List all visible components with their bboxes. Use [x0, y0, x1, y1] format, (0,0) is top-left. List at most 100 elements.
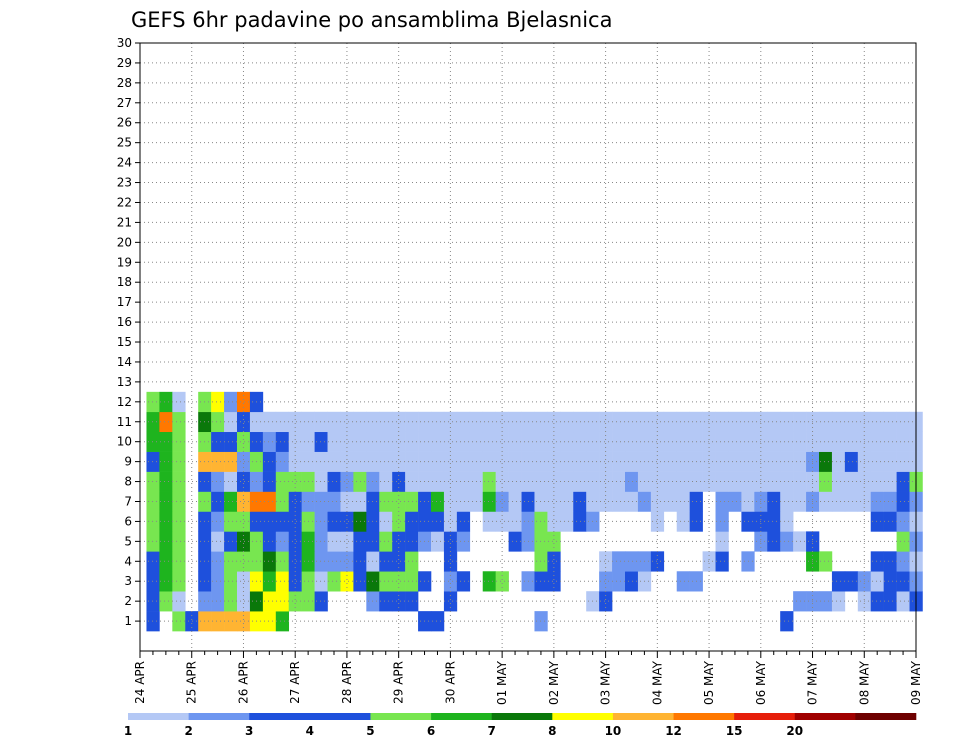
heatmap-cell: [547, 451, 561, 472]
heatmap-cell: [392, 491, 406, 512]
heatmap-cell: [379, 411, 393, 433]
heatmap-cell: [159, 591, 173, 612]
heatmap-cell: [275, 571, 290, 592]
heatmap-cell: [340, 571, 354, 592]
x-tick-label: 26 APR: [236, 661, 250, 704]
heatmap-cell: [560, 431, 574, 452]
heatmap-cell: [443, 551, 458, 572]
heatmap-cell: [870, 591, 884, 612]
colorbar-tick-label: 7: [488, 724, 496, 738]
heatmap-cell: [819, 471, 833, 492]
heatmap-cell: [224, 431, 238, 452]
heatmap-cell: [715, 431, 729, 452]
heatmap-cell: [625, 491, 639, 512]
heatmap-cell: [676, 451, 690, 472]
heatmap-cell: [508, 431, 522, 452]
heatmap-cell: [883, 451, 897, 472]
heatmap-cell: [534, 431, 548, 452]
heatmap-cell: [534, 491, 548, 512]
heatmap-cell: [650, 551, 665, 572]
heatmap-cell: [612, 551, 626, 572]
x-tick-label: 09 MAY: [909, 660, 923, 705]
x-tick-label: 04 MAY: [650, 660, 664, 705]
heatmap-cell: [327, 571, 341, 592]
heatmap-cell: [379, 571, 393, 592]
heatmap-cell: [482, 491, 496, 512]
heatmap-cell: [327, 491, 341, 512]
heatmap-cell: [159, 431, 173, 452]
heatmap-cell: [262, 571, 277, 592]
heatmap-cell: [883, 591, 897, 612]
colorbar-tick-label: 6: [427, 724, 435, 738]
heatmap-cell: [340, 471, 354, 492]
heatmap-cell: [456, 411, 471, 433]
heatmap-cell: [650, 511, 665, 532]
heatmap-cell: [870, 571, 884, 592]
heatmap-cell: [573, 451, 587, 472]
heatmap-cell: [599, 491, 613, 512]
heatmap-cell: [340, 531, 354, 552]
heatmap-cell: [405, 471, 419, 492]
y-tick-label: 19: [117, 255, 132, 269]
heatmap-cell: [831, 431, 846, 452]
y-tick-label: 17: [117, 295, 132, 309]
heatmap-cell: [547, 411, 561, 433]
heatmap-cell: [793, 431, 807, 452]
colorbar-swatch: [370, 713, 432, 720]
heatmap-cell: [819, 431, 833, 452]
y-tick-label: 21: [117, 215, 132, 229]
heatmap-cell: [534, 471, 548, 492]
x-tick-label: 06 MAY: [754, 660, 768, 705]
y-tick-label: 12: [117, 395, 132, 409]
heatmap-cell: [560, 471, 574, 492]
heatmap-cell: [211, 591, 225, 612]
heatmap-cell: [547, 471, 561, 492]
heatmap-cell: [676, 571, 690, 592]
heatmap-cell: [314, 471, 328, 492]
colorbar-legend: 1 2 3 4 5 6 7 8 10 12 15 20: [124, 713, 917, 738]
heatmap-cell: [327, 451, 341, 472]
colorbar-swatch: [188, 713, 250, 720]
heatmap-cell: [443, 471, 458, 492]
heatmap-cell: [288, 531, 302, 552]
colorbar-swatch: [612, 713, 674, 720]
heatmap-cell: [211, 431, 225, 452]
y-tick-label: 23: [117, 176, 132, 190]
heatmap-cell: [780, 491, 794, 512]
heatmap-cell: [172, 471, 186, 492]
heatmap-cell: [573, 431, 587, 452]
heatmap-cell: [599, 431, 613, 452]
heatmap-cell: [146, 491, 160, 512]
heatmap-cell: [625, 451, 639, 472]
heatmap-cell: [172, 511, 186, 532]
x-axis: 24 APR 25 APR 26 APR 27 APR 28 APR 29 APR 30 A…: [133, 651, 923, 705]
heatmap-cell: [211, 531, 225, 552]
heatmap-cell: [327, 551, 341, 572]
heatmap-cell: [211, 451, 225, 472]
heatmap-cell: [780, 451, 794, 472]
heatmap-cell: [780, 471, 794, 492]
heatmap-cell: [625, 431, 639, 452]
heatmap-cell: [443, 411, 458, 433]
heatmap-cell: [870, 511, 884, 532]
heatmap-cell: [405, 551, 419, 572]
heatmap-cell: [896, 491, 910, 512]
colorbar-tick-label: 8: [548, 724, 556, 738]
heatmap-cell: [819, 411, 833, 433]
heatmap-cell: [146, 471, 160, 492]
heatmap-cell: [314, 531, 328, 552]
heatmap-cell: [676, 431, 690, 452]
heatmap-cell: [534, 531, 548, 552]
y-tick-label: 3: [124, 574, 132, 588]
heatmap-cell: [237, 531, 251, 552]
heatmap-cell: [819, 591, 833, 612]
heatmap-cell: [185, 611, 199, 632]
heatmap-cell: [534, 571, 548, 592]
heatmap-cell: [275, 451, 290, 472]
heatmap-cell: [508, 491, 522, 512]
heatmap-cell: [456, 491, 471, 512]
heatmap-cell: [844, 471, 859, 492]
heatmap-cell: [146, 571, 160, 592]
heatmap-cell: [275, 591, 290, 612]
y-tick-label: 30: [117, 36, 132, 50]
